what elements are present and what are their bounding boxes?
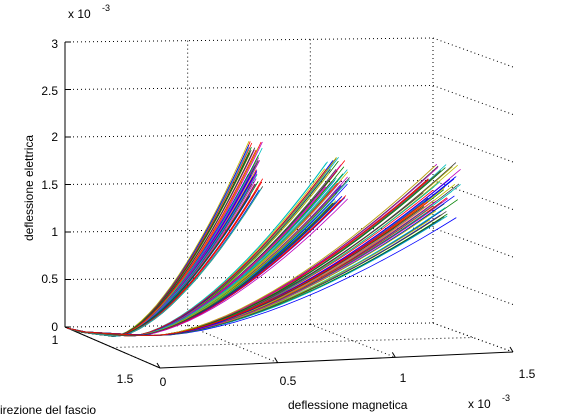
z-tick-label: 2 [51, 130, 58, 144]
x-tick-label: 1 [400, 371, 407, 385]
y-tick-label: 1 [52, 333, 59, 347]
x-tick-label: 0 [160, 375, 167, 389]
z-gridline-back [64, 85, 434, 90]
z-axis-multiplier-exponent: -3 [102, 3, 110, 13]
trajectory-bundles [66, 141, 461, 337]
z-gridline-side [432, 85, 514, 115]
z-gridline-side [432, 132, 514, 163]
z-gridline-back [64, 227, 434, 233]
x-gridline-floor [187, 325, 278, 364]
y-axis-label: irezione del fascio [0, 403, 96, 417]
z-tick-label: 1 [51, 225, 58, 239]
x-tick-mark [509, 346, 514, 353]
y-tick-label: 1.5 [117, 372, 134, 386]
x-tick-mark [274, 357, 279, 363]
trajectory-line [66, 188, 262, 337]
z-tick-label: 2.5 [41, 84, 58, 98]
z-tick-label: 3 [51, 37, 58, 51]
x-tick-mark [156, 362, 161, 369]
z-gridline-side [432, 37, 514, 68]
z-gridline-back [64, 37, 434, 43]
z-gridline-side [432, 227, 514, 258]
z-tick-label: 1.5 [41, 178, 58, 192]
x-axis-multiplier-exponent: -3 [502, 393, 510, 403]
y-gridline-floor [112, 337, 474, 348]
x-axis-label: deflessione magnetica [288, 398, 408, 412]
x-axis-line [159, 351, 514, 369]
z-tick-label: 0 [51, 320, 58, 334]
z-gridline-back [64, 132, 434, 138]
x-tick-label: 1.5 [519, 367, 536, 381]
x-tick-label: 0.5 [280, 374, 297, 388]
trajectory-line [66, 202, 335, 337]
z-gridline-side [432, 275, 514, 305]
x-axis-multiplier: x 10 [468, 397, 491, 411]
x-tick-mark [391, 352, 396, 358]
z-axis-label: deflessione elettrica [22, 135, 36, 241]
z-tick-label: 0.5 [41, 272, 58, 286]
z-gridline-back [64, 322, 434, 328]
trajectory-line [66, 201, 429, 337]
z-axis-multiplier: x 10 [68, 7, 91, 21]
